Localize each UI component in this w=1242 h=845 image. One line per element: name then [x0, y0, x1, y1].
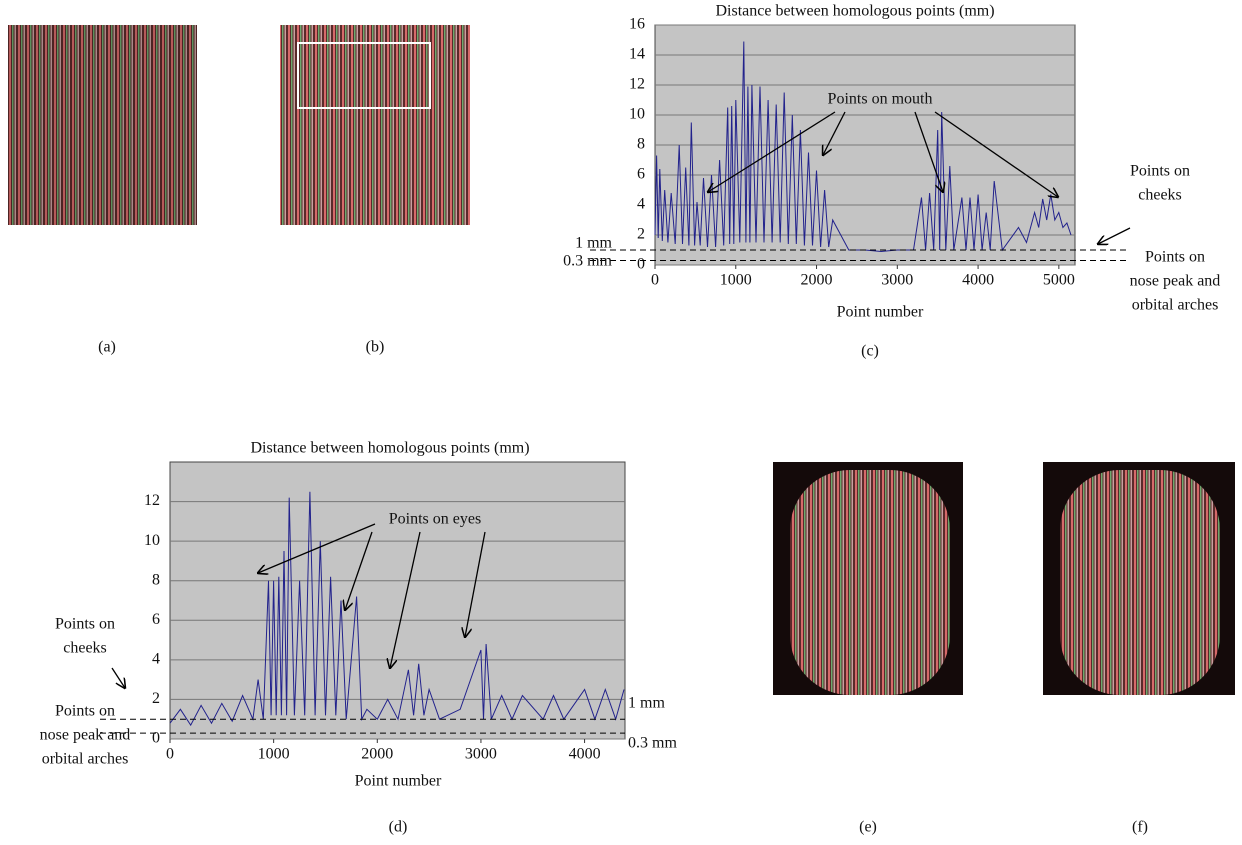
- annotation: orbital arches: [42, 751, 129, 768]
- photo-e: [773, 462, 963, 695]
- y-tick-label: 8: [152, 571, 160, 588]
- x-tick-label: 4000: [569, 746, 601, 763]
- annotation: orbital arches: [1132, 297, 1219, 314]
- y-tick-label: 6: [637, 166, 645, 183]
- x-axis-label: Point number: [355, 773, 442, 790]
- y-tick-label: 10: [629, 106, 645, 123]
- annotation: Points on: [55, 703, 115, 720]
- y-tick-label: 16: [629, 16, 645, 33]
- annotation: Points on: [1145, 249, 1205, 266]
- annotation: Points on eyes: [389, 511, 481, 528]
- y-tick-label: 8: [637, 136, 645, 153]
- annotation: Points on mouth: [828, 91, 933, 108]
- x-tick-label: 2000: [801, 272, 833, 289]
- panel-label: (a): [98, 339, 116, 356]
- panel-label: (d): [389, 819, 408, 836]
- panel-label: (c): [861, 343, 879, 360]
- x-tick-label: 3000: [465, 746, 497, 763]
- data-line: [169, 491, 625, 727]
- y-tick-label: 10: [144, 532, 160, 549]
- y-tick-label: 0: [152, 730, 160, 747]
- x-tick-label: 0: [651, 272, 659, 289]
- x-tick-label: 4000: [962, 272, 994, 289]
- arrows: [111, 111, 1131, 688]
- y-tick-label: 6: [152, 611, 160, 628]
- y-tick-label: 12: [629, 76, 645, 93]
- photo-a: [8, 25, 197, 225]
- y-tick-label: 2: [152, 690, 160, 707]
- annotation: cheeks: [63, 640, 107, 657]
- photo-b: [280, 25, 470, 225]
- y-tick-label: 4: [637, 196, 645, 213]
- y-tick-label: 0: [637, 256, 645, 273]
- x-tick-label: 3000: [881, 272, 913, 289]
- annotation: nose peak and: [1130, 273, 1221, 290]
- panel-label: (e): [859, 819, 877, 836]
- y-tick-label: 4: [152, 651, 160, 668]
- y-tick-label: 12: [144, 492, 160, 509]
- y-tick-label: 2: [637, 226, 645, 243]
- x-tick-label: 0: [166, 746, 174, 763]
- reference-label: 1 mm: [575, 235, 612, 252]
- chart-title: Distance between homologous points (mm): [715, 3, 994, 20]
- reference-label: 0.3 mm: [628, 735, 677, 752]
- chart-title: Distance between homologous points (mm): [250, 440, 529, 457]
- plot-area: [169, 461, 626, 740]
- reference-label: 1 mm: [628, 695, 665, 712]
- annotation: Points on: [55, 616, 115, 633]
- reference-label: 0.3 mm: [563, 253, 612, 270]
- photo-f: [1043, 462, 1235, 695]
- annotation: nose peak and: [40, 727, 131, 744]
- panel-label: (b): [366, 339, 385, 356]
- x-tick-label: 5000: [1043, 272, 1075, 289]
- panel-label: (f): [1132, 819, 1148, 836]
- x-tick-label: 1000: [720, 272, 752, 289]
- y-tick-label: 14: [629, 46, 645, 63]
- annotation: Points on: [1130, 163, 1190, 180]
- x-tick-label: 1000: [258, 746, 290, 763]
- x-axis-label: Point number: [837, 304, 924, 321]
- data-line: [654, 41, 1072, 253]
- x-tick-label: 2000: [361, 746, 393, 763]
- annotation: cheeks: [1138, 187, 1182, 204]
